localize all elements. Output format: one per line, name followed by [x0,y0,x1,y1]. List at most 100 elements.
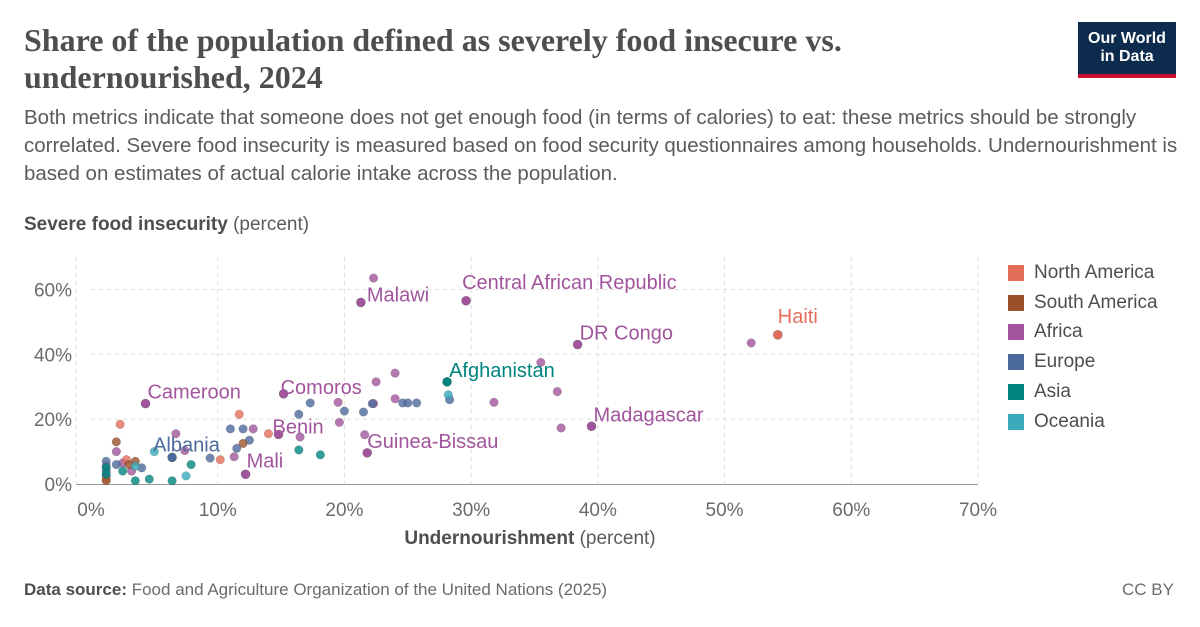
data-point[interactable] [294,409,304,419]
data-point[interactable] [234,409,244,419]
legend-swatch [1008,264,1024,281]
data-point[interactable] [186,459,196,470]
data-point-haiti[interactable] [772,330,783,340]
legend: North America South America Africa Europe As… [1008,258,1158,437]
data-point-guinea-bissau[interactable] [362,448,373,458]
data-point[interactable] [536,357,546,367]
x-tick-label: 40% [579,500,617,521]
data-point[interactable] [238,438,248,449]
data-point[interactable] [489,397,499,407]
point-label: Benin [273,416,324,438]
data-point[interactable] [149,447,159,457]
legend-swatch [1008,324,1024,341]
data-point[interactable] [367,399,377,409]
data-point[interactable] [130,476,140,486]
x-tick-label: 60% [832,500,870,521]
y-tick-label: 60% [34,280,72,301]
grid [75,257,979,485]
data-point[interactable] [412,398,422,408]
data-point[interactable] [225,424,235,434]
chart-title: Share of the population defined as sever… [24,22,842,95]
data-point[interactable] [315,450,325,460]
legend-label: Asia [1034,381,1071,403]
point-label: Malawi [367,284,429,306]
data-point[interactable] [358,407,368,417]
data-point-cameroon[interactable] [140,398,151,409]
legend-label: Africa [1034,321,1083,343]
legend-swatch [1008,354,1024,371]
owid-logo[interactable]: Our World in Data [1078,22,1176,78]
data-point[interactable] [111,459,121,470]
data-point[interactable] [115,419,125,429]
data-point[interactable] [130,461,140,471]
logo-line-2: in Data [1100,48,1154,65]
x-axis-label-unit: (percent) [579,528,656,549]
data-point[interactable] [205,453,215,463]
point-label: Comoros [281,377,362,399]
y-tick-label: 40% [34,345,72,366]
data-point-albania[interactable] [167,452,177,463]
data-point-central-african-republic[interactable] [461,295,471,306]
data-point[interactable] [403,398,413,408]
data-point[interactable] [167,476,177,486]
data-point[interactable] [334,417,344,427]
data-point-benin[interactable] [273,429,284,440]
data-source-text: Food and Agriculture Organization of the… [131,580,608,599]
legend-item[interactable]: Africa [1008,318,1158,348]
data-point[interactable] [390,368,400,378]
data-point[interactable] [443,390,453,400]
legend-item[interactable]: South America [1008,288,1158,318]
data-point[interactable] [360,430,370,440]
data-point-madagascar[interactable] [586,421,597,432]
point-label: Madagascar [594,404,704,426]
data-point[interactable] [305,398,315,408]
x-tick-label: 50% [706,500,744,521]
legend-label: South America [1034,291,1158,313]
point-label: Central African Republic [462,272,677,294]
y-axis-label-unit: (percent) [233,214,310,235]
legend-item[interactable]: Asia [1008,377,1158,407]
data-point-comoros[interactable] [278,389,289,399]
data-point[interactable] [369,273,379,283]
point-label: Haiti [778,306,818,328]
x-tick-label: 30% [452,500,490,521]
data-point[interactable] [248,424,258,434]
data-point[interactable] [295,432,305,442]
data-point[interactable] [171,429,181,439]
data-point[interactable] [552,387,562,397]
data-point-mali[interactable] [240,469,251,480]
legend-item[interactable]: North America [1008,258,1158,288]
legend-item[interactable]: Europe [1008,347,1158,377]
data-point[interactable] [118,466,128,476]
y-tick-label: 20% [34,410,72,431]
data-point[interactable] [556,423,566,433]
data-point[interactable] [333,397,343,407]
data-point[interactable] [371,377,381,387]
data-point[interactable] [229,452,239,462]
data-point[interactable] [111,437,121,447]
data-point[interactable] [238,424,248,434]
data-point[interactable] [263,429,273,439]
data-point[interactable] [215,455,225,465]
point-label: Mali [247,450,284,472]
data-point[interactable] [232,443,242,453]
legend-swatch [1008,294,1024,311]
data-point-dr-congo[interactable] [572,339,583,350]
data-point[interactable] [746,338,756,348]
y-tick-label: 0% [45,475,73,496]
scatter-plot[interactable]: 0% 20% 40% 60% 0% 10% 20% 30% 40% 50% 60% 70% Haiti M… [0,0,1000,527]
data-point-afghanistan[interactable] [442,377,452,387]
x-tick-label: 10% [199,500,237,521]
data-point[interactable] [339,406,349,416]
legend-item[interactable]: Oceania [1008,407,1158,437]
data-point[interactable] [181,471,191,481]
point-label: Cameroon [147,382,240,404]
data-point-malawi[interactable] [356,297,366,308]
data-point[interactable] [390,394,400,404]
license[interactable]: CC BY [1122,580,1174,599]
data-point[interactable] [111,447,121,457]
data-point[interactable] [144,474,154,484]
data-point[interactable] [294,445,304,455]
data-point[interactable] [101,469,111,479]
data-point[interactable] [180,446,190,456]
